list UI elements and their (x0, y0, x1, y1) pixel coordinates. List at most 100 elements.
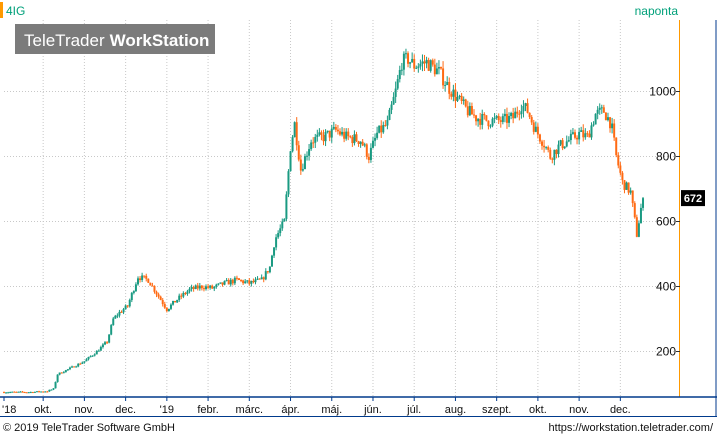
candle-up (435, 68, 438, 75)
candle-down (355, 134, 358, 142)
candle-up (396, 79, 399, 89)
candle-down (365, 144, 368, 157)
candle-down (505, 113, 508, 123)
candle-up (108, 334, 111, 343)
candle-up (93, 354, 96, 356)
candle-up (178, 295, 181, 300)
candle-up (217, 283, 220, 285)
y-tick-label: 200 (656, 345, 676, 359)
candle-down (139, 278, 142, 280)
candle-up (563, 146, 566, 149)
candle-down (157, 294, 160, 297)
candle-down (518, 113, 521, 115)
candle-down (297, 145, 300, 160)
candle-up (95, 350, 98, 355)
candle-down (235, 277, 238, 279)
candle-down (23, 392, 26, 394)
candle-up (91, 355, 94, 357)
candle-down (143, 275, 146, 277)
x-tick-label: okt. (529, 404, 547, 416)
candle-up (66, 369, 69, 371)
candle-up (62, 372, 65, 374)
candle-up (87, 356, 90, 360)
candle-up (19, 391, 22, 393)
candle-up (291, 137, 294, 152)
symbol-label: 4IG (6, 4, 25, 18)
candle-down (380, 125, 383, 133)
candle-down (196, 285, 199, 289)
candle-down (526, 103, 529, 113)
candle-up (545, 147, 548, 149)
candle-up (50, 389, 53, 391)
candle-up (584, 133, 587, 138)
candle-up (233, 277, 236, 284)
candle-down (252, 280, 255, 283)
x-tick-label: febr. (197, 404, 218, 416)
candle-down (349, 136, 352, 138)
candle-up (17, 391, 20, 393)
candle-up (213, 286, 216, 289)
candle-up (182, 293, 185, 297)
candle-up (104, 342, 107, 345)
candle-down (440, 67, 443, 69)
candle-down (609, 117, 612, 129)
candle-up (273, 247, 276, 256)
candle-up (270, 255, 273, 267)
candle-down (357, 141, 360, 144)
candle-down (530, 117, 533, 123)
candle-down (192, 287, 195, 290)
candle-layer (3, 48, 645, 394)
candle-down (79, 363, 82, 365)
candle-up (281, 221, 284, 229)
candle-up (421, 61, 424, 64)
candle-down (207, 286, 210, 288)
candle-up (33, 391, 36, 393)
candle-up (7, 392, 10, 394)
candle-up (376, 132, 379, 138)
candle-down (613, 123, 616, 138)
candle-up (332, 127, 335, 129)
candle-up (198, 285, 201, 289)
candle-down (126, 305, 129, 307)
period-label[interactable]: naponta (635, 4, 679, 18)
candle-down (460, 95, 463, 101)
candle-down (295, 122, 298, 146)
candle-up (124, 305, 127, 310)
candle-up (128, 300, 131, 307)
candle-down (258, 278, 261, 280)
candle-up (477, 118, 480, 122)
candle-down (582, 130, 585, 138)
candle-up (571, 132, 574, 134)
candle-up (417, 66, 420, 68)
candle-up (534, 126, 537, 132)
candle-up (136, 278, 139, 285)
candle-up (316, 134, 319, 137)
candle-up (468, 105, 471, 116)
candle-down (485, 115, 488, 121)
candle-up (578, 131, 581, 140)
candle-down (347, 131, 350, 137)
source-url-link[interactable]: https://workstation.teletrader.com/ (549, 422, 714, 434)
candle-up (330, 128, 333, 138)
candle-up (493, 117, 496, 119)
candle-down (227, 280, 230, 285)
copyright-text: © 2019 TeleTrader Software GmbH (3, 422, 175, 434)
y-tick-label: 400 (656, 280, 676, 294)
candle-up (11, 391, 14, 393)
candle-down (586, 133, 589, 135)
candle-down (627, 182, 630, 193)
candle-up (303, 156, 306, 170)
candle-up (5, 392, 8, 394)
candle-down (442, 68, 445, 86)
candle-up (244, 281, 247, 284)
candle-up (398, 70, 401, 80)
candle-down (621, 172, 624, 181)
candle-down (470, 105, 473, 115)
candle-down (266, 271, 269, 273)
candle-up (225, 280, 228, 282)
candle-down (211, 285, 214, 289)
candle-up (219, 282, 222, 284)
candle-down (538, 134, 541, 142)
candle-down (588, 133, 591, 138)
